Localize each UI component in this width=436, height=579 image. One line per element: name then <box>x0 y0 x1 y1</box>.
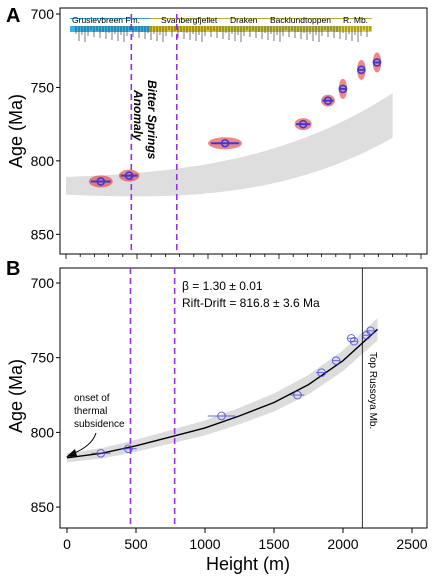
panel-b-point <box>331 356 341 365</box>
panel-a-point <box>323 96 333 105</box>
column-segment <box>265 26 340 32</box>
bitter-springs-label: Bitter Springs Anomaly <box>131 80 159 160</box>
strat-label-draken: Draken <box>230 15 258 25</box>
panel-a-envelope <box>66 93 393 197</box>
panel-b-point <box>217 411 226 421</box>
panel-b-x-tick-label: 500 <box>124 536 148 552</box>
panel-b-envelope <box>67 318 378 463</box>
panel-a-y-tick-label: 750 <box>31 79 55 95</box>
panel-b-point <box>366 326 375 336</box>
panel-b-y-tick-label: 800 <box>31 424 55 440</box>
panel-a-chart: Grusievbreen Fm. Svanbergfjellet Draken … <box>6 6 428 259</box>
panel-b-x-ticks: 0 500 1000 1500 2000 2500 <box>63 528 428 552</box>
panel-b-point <box>96 448 106 458</box>
onset-line-1: onset of <box>74 393 110 404</box>
panel-a-point <box>357 65 366 75</box>
panel-a-envelope-band <box>66 93 393 197</box>
panel-a-label: A <box>6 5 20 27</box>
panel-a-y-tick-label: 850 <box>31 226 55 242</box>
bitter-springs-line-1: Bitter Springs <box>145 80 159 160</box>
panel-b-x-tick-label: 0 <box>63 536 71 552</box>
panel-b-x-tick-label: 1000 <box>189 536 220 552</box>
panel-a-point <box>220 138 230 148</box>
panel-b-dashed-lines <box>129 268 176 528</box>
panel-a-x-ticks <box>65 254 422 259</box>
bitter-springs-line-2: Anomaly <box>131 89 145 142</box>
onset-line-2: thermal <box>74 406 107 417</box>
top-russoya-label: Top Russoya Mb. <box>367 352 378 429</box>
column-segment <box>340 26 372 32</box>
panel-b-y-tick-label: 700 <box>31 275 55 291</box>
panel-b-y-ticks: 700 750 800 850 <box>31 275 60 515</box>
panel-b-points <box>91 326 375 458</box>
onset-arrow-head <box>66 449 77 457</box>
panel-b-x-tick-label: 2500 <box>396 536 427 552</box>
stratigraphic-column <box>70 18 372 42</box>
panel-b-point <box>124 444 133 454</box>
panel-b-y-axis-label: Age (Ma) <box>6 359 26 433</box>
panel-a-points <box>90 58 382 186</box>
onset-line-3: subsidence <box>74 419 125 430</box>
panel-b-chart: 700 750 800 850 0 500 1000 1500 2000 2500 Age (M… <box>6 267 428 574</box>
panel-a-y-tick-label: 800 <box>31 153 55 169</box>
panel-a-frame <box>59 7 428 255</box>
panel-a-dashed-lines <box>130 14 178 254</box>
column-segment <box>222 26 265 32</box>
panel-b-frame <box>59 267 428 529</box>
strat-label-backlundtoppen: Backlundtoppen <box>270 15 331 25</box>
panel-b-x-tick-label: 1500 <box>258 536 289 552</box>
panel-a-y-ticks: 700 750 800 850 <box>31 6 60 242</box>
panel-a-point <box>298 119 308 129</box>
strat-label-russoya: R. Mb. <box>343 15 368 25</box>
stratigraphy-labels: Grusievbreen Fm. Svanbergfjellet Draken … <box>72 15 368 25</box>
rift-drift-annotation: Rift-Drift = 816.8 ± 3.6 Ma <box>182 296 320 310</box>
column-band <box>150 18 372 19</box>
column-segment <box>150 26 222 32</box>
panel-b-x-tick-label: 2000 <box>327 536 358 552</box>
panel-a-point <box>338 84 348 94</box>
beta-annotation: β = 1.30 ± 0.01 <box>182 279 263 293</box>
panel-b-y-tick-label: 850 <box>31 499 55 515</box>
column-band <box>70 18 150 19</box>
panel-a-y-axis-label: Age (Ma) <box>6 94 26 168</box>
column-grusievbreen-upper <box>130 26 150 32</box>
panel-b-point <box>293 390 302 400</box>
strat-label-grusievbreen: Grusievbreen Fm. <box>72 15 140 25</box>
panel-b-y-tick-label: 750 <box>31 350 55 366</box>
panel-b-point <box>349 336 359 346</box>
panel-b-envelope-band <box>67 318 378 463</box>
panel-b-x-axis-label: Height (m) <box>206 554 290 574</box>
panel-a-point <box>124 171 134 180</box>
panel-b-label: B <box>6 258 20 280</box>
panel-b-point <box>317 368 326 377</box>
panel-a-y-tick-label: 700 <box>31 6 55 22</box>
strat-label-svanbergfjellet: Svanbergfjellet <box>161 15 218 25</box>
panel-a-point <box>96 177 106 186</box>
panel-b-point <box>346 333 356 343</box>
fit-curve-line <box>66 328 378 459</box>
fit-curve <box>66 328 378 459</box>
panel-a-point <box>372 58 382 67</box>
